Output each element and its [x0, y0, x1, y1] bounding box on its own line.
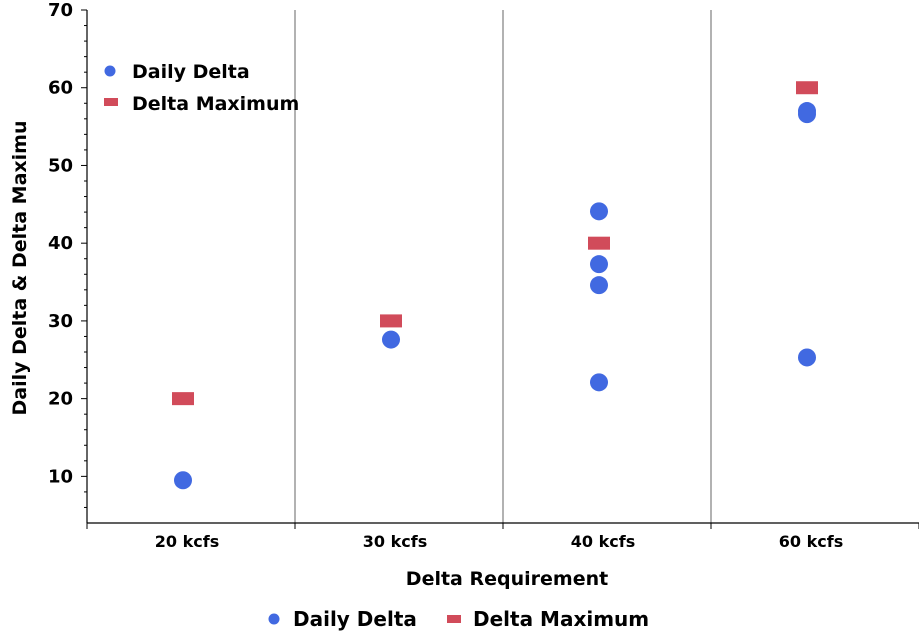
legend-bottom-daily-delta-label: Daily Delta — [293, 607, 417, 631]
legend-bottom-delta-maximum-marker — [447, 615, 461, 623]
x-category-label: 40 kcfs — [571, 532, 635, 551]
y-tick-label: 20 — [48, 389, 73, 410]
daily-delta-point — [590, 373, 608, 392]
daily-delta-point — [798, 348, 816, 367]
legend-delta-maximum-label: Delta Maximum — [132, 93, 299, 115]
x-category-label: 60 kcfs — [779, 532, 843, 551]
legend-bottom: Daily Delta Delta Maximum — [268, 607, 649, 631]
y-tick-label: 60 — [48, 78, 73, 99]
y-tick-label: 70 — [48, 0, 73, 21]
daily-delta-point — [590, 255, 608, 274]
daily-delta-point — [382, 330, 400, 349]
legend-bottom-delta-maximum-label: Delta Maximum — [473, 607, 649, 631]
x-axis-ticks: 20 kcfs 30 kcfs 40 kcfs 60 kcfs — [86, 523, 919, 551]
y-axis-title: Daily Delta & Delta Maximu — [9, 120, 31, 415]
y-tick-label: 10 — [48, 466, 73, 487]
delta-maximum-point — [588, 236, 610, 250]
y-tick-label: 50 — [48, 155, 73, 176]
data-marks — [172, 81, 818, 490]
legend-delta-maximum-marker — [104, 98, 118, 106]
legend-bottom-daily-delta-marker — [268, 613, 280, 625]
daily-delta-point — [590, 202, 608, 221]
y-tick-label: 30 — [48, 311, 73, 332]
x-axis-title: Delta Requirement — [406, 568, 608, 590]
daily-delta-point — [590, 276, 608, 295]
delta-maximum-point — [380, 314, 402, 328]
daily-delta-point — [798, 105, 816, 124]
x-category-label: 30 kcfs — [363, 532, 427, 551]
delta-maximum-point — [796, 81, 818, 95]
category-separators — [294, 10, 712, 523]
x-category-label: 20 kcfs — [155, 532, 219, 551]
legend-inside: Daily Delta Delta Maximum — [104, 61, 299, 115]
y-axis-ticks: 10 20 30 40 50 60 70 — [48, 0, 87, 508]
delta-maximum-point — [172, 392, 194, 406]
y-tick-label: 40 — [48, 233, 73, 254]
legend-daily-delta-label: Daily Delta — [132, 61, 250, 83]
daily-delta-point — [174, 471, 192, 490]
legend-daily-delta-marker — [104, 65, 116, 77]
